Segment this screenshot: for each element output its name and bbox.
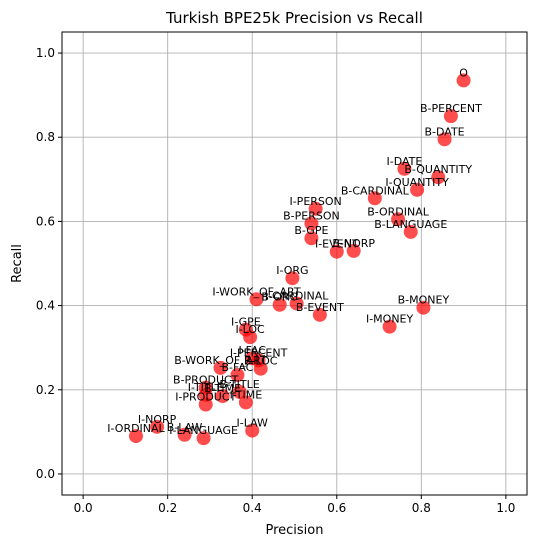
plot-frame: [61, 31, 528, 496]
x-tick-label: 0.6: [327, 501, 346, 515]
point-label: I-PERSON: [289, 195, 341, 208]
data-point: [213, 360, 228, 375]
point-label: B-GPE: [294, 224, 328, 237]
data-point: [431, 170, 446, 185]
point-layer: [128, 73, 471, 446]
data-point: [329, 244, 344, 259]
point-label: B-TIME: [204, 382, 241, 395]
data-point: [410, 182, 425, 197]
data-point: [443, 109, 458, 124]
data-point: [456, 73, 471, 88]
x-tick-label: 0.8: [412, 501, 431, 515]
label-layer: O B-PERCENT B-DATE I-DATEB-QUANTITYI-QUANTI…: [107, 66, 482, 437]
y-tick-label: 1.0: [36, 46, 55, 60]
x-tick-label: 0.2: [158, 501, 177, 515]
point-label: I-LAW: [237, 417, 269, 430]
x-axis-label: Precision: [265, 523, 323, 538]
point-label: B-PERCENT: [420, 102, 482, 115]
point-label: I-MONEY: [366, 313, 414, 326]
data-point: [243, 330, 258, 345]
data-point: [285, 271, 300, 286]
y-axis-label: Recall: [10, 244, 25, 283]
data-point: [128, 429, 143, 444]
data-point: [196, 431, 211, 446]
y-tick-label: 0.0: [36, 467, 55, 481]
x-tick-label: 0.0: [74, 501, 93, 515]
point-label: B-ORG: [261, 291, 298, 304]
data-point: [382, 319, 397, 334]
y-tick-label: 0.8: [36, 130, 55, 144]
data-point: [253, 361, 268, 376]
data-point: [215, 389, 230, 404]
point-label: B-ORDINAL: [367, 205, 430, 218]
point-label: I-PERCENT: [230, 346, 288, 359]
point-label: I-TIME: [230, 388, 263, 401]
point-label: I-ORDINAL: [107, 422, 165, 435]
point-label: I-TITLE: [188, 381, 224, 394]
point-label: B-MONEY: [398, 294, 450, 307]
point-label: B-WORK_OF_ART: [174, 354, 267, 367]
data-point: [272, 297, 287, 312]
x-tick-label: 1.0: [496, 501, 515, 515]
data-point: [230, 368, 245, 383]
point-label: I-LOC: [235, 323, 265, 336]
point-label: B-QUANTITY: [404, 163, 472, 176]
point-label: I-DATE: [386, 155, 422, 168]
data-point: [312, 307, 327, 322]
tick-layer: 0.0 0.2 0.4 0.6 0.8 1.0 0.0 0.2 0.4 0.6 0.8 1.0: [36, 46, 516, 515]
data-point: [304, 216, 319, 231]
data-point: [238, 395, 253, 410]
data-point: [391, 212, 406, 227]
point-label: I-QUANTITY: [385, 176, 449, 189]
point-label: I-EVENT: [315, 238, 359, 251]
point-label: B-LAW: [167, 421, 203, 434]
y-tick-label: 0.4: [36, 299, 55, 313]
data-point: [304, 231, 319, 246]
point-label: B-EVENT: [296, 301, 344, 314]
point-label: B-PRODUCT: [173, 374, 239, 387]
point-label: B-CARDINAL: [341, 184, 410, 197]
data-point: [346, 243, 361, 258]
point-label: B-NORP: [332, 237, 375, 250]
point-label: I-GPE: [231, 316, 261, 329]
point-label: I-WORK_OF_ART: [212, 285, 301, 298]
data-point: [403, 224, 418, 239]
point-label: I-FAC: [238, 344, 266, 357]
point-label: I-PRODUCT: [175, 391, 236, 404]
point-label: B-PERSON: [283, 210, 340, 223]
point-label: B-LOC: [244, 355, 278, 368]
data-point: [249, 292, 264, 307]
data-point: [198, 387, 213, 402]
data-point: [232, 384, 247, 399]
data-point: [177, 427, 192, 442]
chart-title: Turkish BPE25k Precision vs Recall: [165, 9, 423, 27]
point-label: I-NORP: [138, 413, 177, 426]
point-label: O: [459, 66, 468, 79]
data-point: [397, 161, 412, 176]
point-label: I-CARDINAL: [265, 289, 330, 302]
data-point: [245, 423, 260, 438]
point-label: I-LANGUAGE: [169, 424, 238, 437]
data-point: [416, 300, 431, 315]
x-tick-label: 0.4: [243, 501, 262, 515]
data-point: [308, 201, 323, 216]
point-label: B-DATE: [424, 125, 464, 138]
data-point: [367, 191, 382, 206]
data-point: [437, 132, 452, 147]
y-tick-label: 0.2: [36, 383, 55, 397]
point-label: I-ORG: [276, 264, 308, 277]
data-point: [150, 419, 165, 434]
point-label: B-FAC: [222, 361, 254, 374]
point-label: B-TITLE: [219, 378, 259, 391]
y-tick-label: 0.6: [36, 214, 55, 228]
data-point: [289, 296, 304, 311]
point-label: B-LANGUAGE: [374, 218, 447, 231]
data-point: [198, 397, 213, 412]
